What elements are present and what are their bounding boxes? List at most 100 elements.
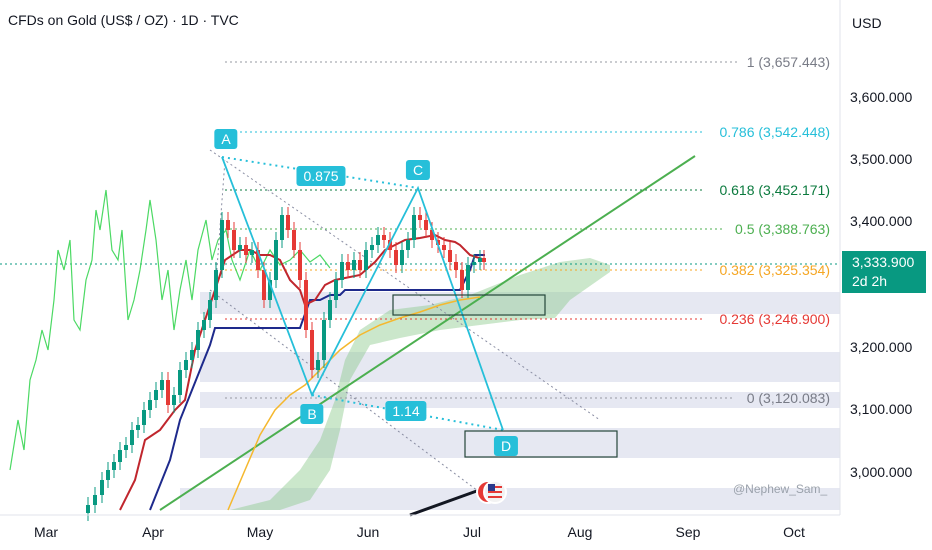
candle-body: [93, 495, 97, 505]
candle-body: [316, 360, 320, 370]
candle-body: [358, 260, 362, 270]
x-tick-oct: Oct: [783, 524, 805, 540]
candle-body: [214, 270, 218, 300]
candle-body: [262, 270, 266, 300]
candle-body: [154, 390, 158, 400]
candle-body: [448, 250, 452, 262]
candle-body: [472, 262, 476, 265]
candle-body: [424, 220, 428, 230]
candlesticks: [86, 207, 486, 521]
candle-body: [454, 262, 458, 270]
support-trendline: [159, 155, 696, 511]
zone-box-upper[interactable]: [392, 294, 546, 316]
candle-body: [106, 470, 110, 480]
x-tick-sep: Sep: [675, 524, 701, 540]
x-tick-jul: Jul: [463, 524, 481, 540]
candle-body: [340, 262, 344, 280]
candle-body: [482, 258, 486, 262]
candle-body: [196, 330, 200, 350]
point-label-c[interactable]: C: [405, 160, 431, 180]
author-watermark: @Nephew_Sam_: [733, 482, 828, 496]
candle-body: [406, 240, 410, 250]
candle-body: [430, 230, 434, 240]
candle-body: [292, 230, 296, 250]
bar-countdown: 2d 2h: [852, 273, 888, 289]
candle-body: [346, 262, 350, 270]
x-tick-aug: Aug: [567, 524, 593, 540]
candle-body: [286, 215, 290, 230]
y-tick-3100: 3,100.000: [850, 401, 913, 417]
candle-body: [328, 300, 332, 320]
candle-body: [250, 250, 254, 255]
candle-body: [478, 258, 482, 262]
point-label-b[interactable]: B: [300, 404, 324, 424]
fib-label-05: 0.5 (3,388.763): [735, 221, 830, 237]
candle-body: [130, 430, 134, 445]
candle-body: [400, 250, 404, 265]
candle-body: [166, 380, 170, 405]
candle-body: [124, 445, 128, 450]
x-tick-jun: Jun: [356, 524, 380, 540]
fib-label-0786: 0.786 (3,542.448): [719, 124, 830, 140]
y-tick-3000: 3,000.000: [850, 464, 913, 480]
horizontal-bands: [180, 292, 840, 510]
candle-body: [370, 245, 374, 250]
candle-body: [232, 230, 236, 250]
candle-body: [322, 320, 326, 360]
fib-label-0618: 0.618 (3,452.171): [719, 182, 830, 198]
y-tick-3600: 3,600.000: [850, 89, 913, 105]
candle-body: [280, 215, 284, 240]
point-label-a[interactable]: A: [214, 129, 238, 149]
candle-body: [142, 410, 146, 425]
current-price: 3,333.900: [852, 254, 915, 270]
x-tick-may: May: [246, 524, 274, 540]
candle-body: [220, 220, 224, 270]
candle-body: [148, 400, 152, 410]
candle-body: [334, 280, 338, 300]
candle-body: [274, 240, 278, 280]
ichimoku-cloud: [230, 258, 610, 510]
fib-label-1: 1 (3,657.443): [746, 54, 830, 70]
us-flag-icon[interactable]: [476, 480, 507, 504]
ratio-label-ac[interactable]: 0.875: [296, 166, 346, 186]
candle-body: [226, 220, 230, 230]
point-label-d[interactable]: D: [493, 436, 519, 456]
candle-body: [364, 250, 368, 270]
currency-selector[interactable]: USD: [852, 15, 882, 31]
candle-body: [184, 360, 188, 370]
candle-body: [412, 215, 416, 240]
candle-body: [460, 270, 464, 290]
candle-body: [418, 215, 422, 220]
candle-body: [86, 505, 90, 513]
y-tick-3400: 3,400.000: [850, 213, 913, 229]
candle-body: [376, 235, 380, 245]
candle-body: [298, 250, 302, 280]
candle-body: [310, 330, 314, 370]
fib-level-lines: [0, 61, 840, 399]
candle-body: [100, 480, 104, 495]
candle-body: [172, 395, 176, 405]
candle-body: [388, 240, 392, 250]
candle-body: [304, 280, 308, 330]
kijun-line: [149, 254, 485, 511]
candle-body: [160, 380, 164, 390]
candle-body: [238, 245, 242, 250]
candle-body: [118, 450, 122, 462]
ratio-label-bd[interactable]: 1.14: [385, 401, 427, 421]
candle-body: [202, 320, 206, 330]
zone-box-lower[interactable]: [464, 430, 618, 458]
candle-body: [394, 250, 398, 265]
candle-body: [268, 280, 272, 300]
black-line: [409, 486, 486, 517]
diagonal-guides: [209, 149, 601, 501]
x-tick-apr: Apr: [142, 524, 164, 540]
y-tick-3500: 3,500.000: [850, 151, 913, 167]
candle-body: [352, 260, 356, 270]
candle-body: [112, 462, 116, 470]
candle-body: [466, 265, 470, 290]
candle-body: [178, 370, 182, 395]
tenkan-line: [119, 233, 486, 511]
fib-label-0: 0 (3,120.083): [746, 390, 830, 406]
chart-title[interactable]: CFDs on Gold (US$ / OZ) · 1D · TVC: [8, 12, 239, 28]
